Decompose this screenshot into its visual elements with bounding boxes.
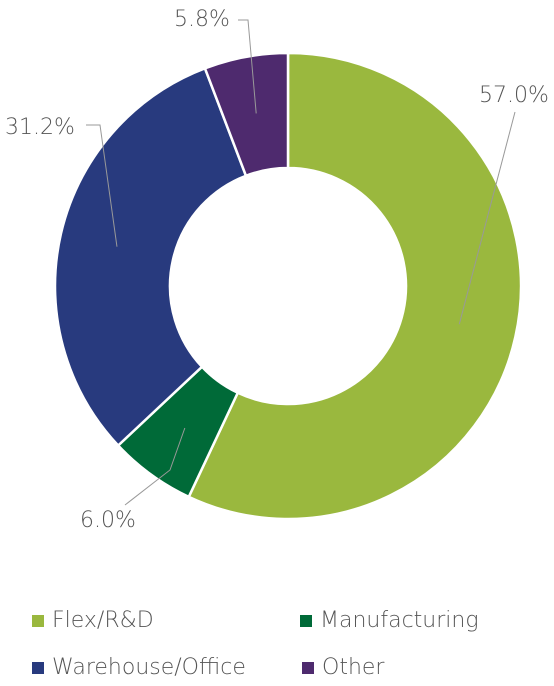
legend-label: Flex/R&D [52,608,154,633]
legend-swatch [302,662,314,674]
data-label: 5.8% [174,7,230,32]
legend-swatch [300,615,312,627]
data-label: 31.2% [5,115,75,140]
data-label: 57.0% [479,83,549,108]
leader-line [458,111,516,325]
legend-label: Manufacturing [320,608,479,633]
donut-slice [203,51,290,178]
leader-line [124,427,186,506]
legend-label: Other [322,655,385,680]
donut-slice [53,66,248,448]
leader-line [238,19,257,114]
legend-swatch [32,662,44,674]
donut-slice [187,51,523,521]
data-label: 6.0% [80,508,136,533]
legend-label: Warehouse/Office [52,655,246,680]
leader-line [86,124,118,247]
legend-swatch [32,615,44,627]
